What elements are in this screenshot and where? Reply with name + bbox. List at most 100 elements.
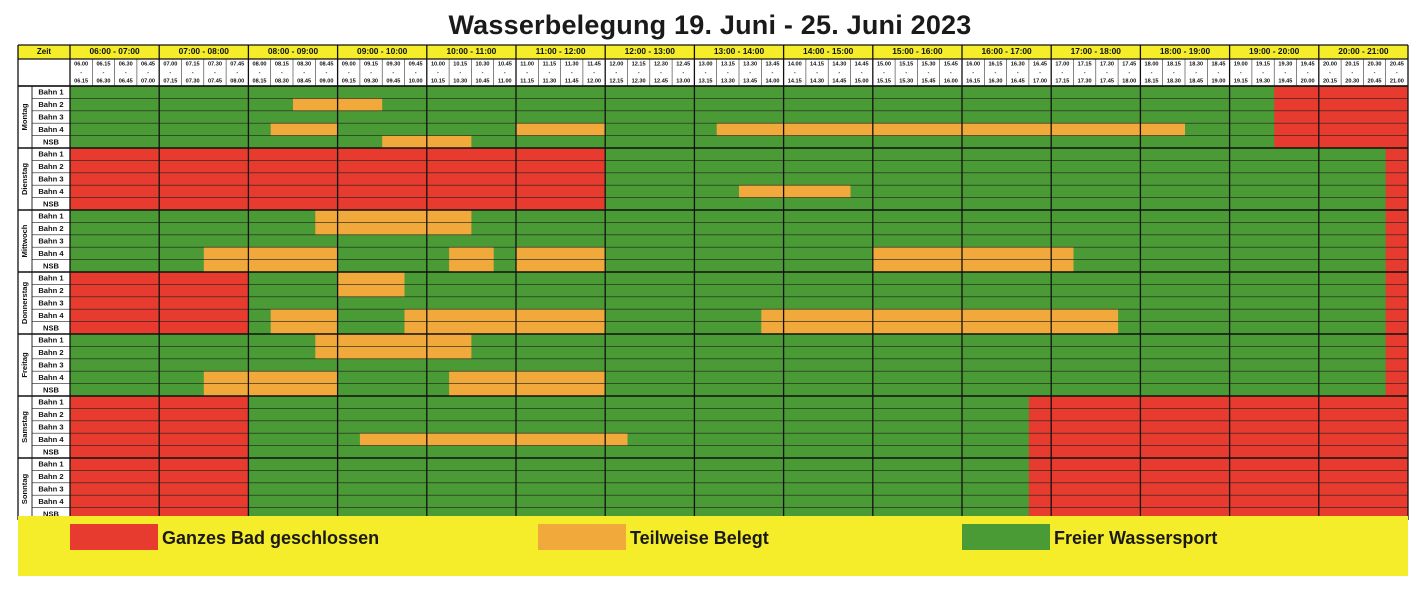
legend-swatch-partial (538, 524, 626, 550)
slot-start-label: 11.15 (543, 61, 557, 67)
slot-dash: - (1106, 70, 1108, 76)
slot-dash: - (192, 70, 194, 76)
status-block-partial (203, 371, 338, 384)
slot-end-label: 13.15 (699, 78, 713, 84)
day-label: Samstag (20, 411, 29, 443)
slot-end-label: 17.15 (1055, 78, 1069, 84)
status-block-partial (449, 259, 494, 272)
lane-label: Bahn 2 (38, 472, 63, 481)
status-block-partial (739, 185, 851, 198)
slot-start-label: 19.30 (1278, 61, 1292, 67)
lane-label: Bahn 4 (38, 435, 64, 444)
slot-start-label: 10.30 (476, 61, 490, 67)
slot-dash: - (705, 70, 707, 76)
slot-start-label: 10.15 (453, 61, 467, 67)
slot-end-label: 10.00 (409, 78, 423, 84)
slot-end-label: 11.30 (543, 78, 557, 84)
day-label: Donnerstag (20, 282, 29, 325)
slot-end-label: 15.15 (877, 78, 891, 84)
slot-end-label: 21.00 (1390, 78, 1404, 84)
slot-dash: - (615, 70, 617, 76)
slot-start-label: 18.30 (1189, 61, 1203, 67)
slot-dash: - (1307, 70, 1309, 76)
status-block-partial (449, 247, 494, 260)
status-block-closed (1385, 148, 1408, 210)
slot-end-label: 08.00 (230, 78, 244, 84)
slot-dash: - (103, 70, 105, 76)
slot-start-label: 11.00 (520, 61, 534, 67)
lane-label: Bahn 4 (38, 249, 64, 258)
status-block-closed (1274, 86, 1408, 148)
status-block-partial (315, 334, 472, 347)
hour-label: 20:00 - 21:00 (1338, 46, 1389, 56)
slot-dash: - (125, 70, 127, 76)
slot-end-label: 11.45 (565, 78, 579, 84)
status-block-partial (315, 222, 472, 235)
slot-dash: - (236, 70, 238, 76)
free-area (70, 86, 1408, 148)
status-block-partial (516, 247, 606, 260)
status-block-partial (872, 259, 1074, 272)
slot-start-label: 12.30 (654, 61, 668, 67)
slot-start-label: 06.45 (141, 61, 155, 67)
status-block-partial (203, 247, 338, 260)
day-label: Dienstag (20, 163, 29, 195)
slot-dash: - (1284, 70, 1286, 76)
slot-end-label: 14.30 (810, 78, 824, 84)
slot-end-label: 10.15 (431, 78, 445, 84)
slot-dash: - (1017, 70, 1019, 76)
legend (18, 516, 1408, 576)
lane-label: Bahn 4 (38, 497, 64, 506)
slot-end-label: 17.45 (1100, 78, 1114, 84)
slot-start-label: 17.30 (1100, 61, 1114, 67)
slot-start-label: 20.30 (1368, 61, 1382, 67)
slot-start-label: 16.15 (988, 61, 1002, 67)
slot-end-label: 20.45 (1368, 78, 1382, 84)
slot-start-label: 10.00 (431, 61, 445, 67)
slot-start-label: 20.45 (1390, 61, 1404, 67)
lane-label: Bahn 3 (38, 299, 63, 308)
slot-start-label: 08.00 (253, 61, 267, 67)
lane-label: Bahn 4 (38, 373, 64, 382)
slot-start-label: 12.00 (609, 61, 623, 67)
hour-label: 18:00 - 19:00 (1160, 46, 1211, 56)
slot-dash: - (214, 70, 216, 76)
lane-label: NSB (43, 447, 60, 456)
day-label: Mittwoch (20, 224, 29, 257)
lane-label: Bahn 4 (38, 187, 64, 196)
slot-dash: - (571, 70, 573, 76)
slot-end-label: 15.45 (922, 78, 936, 84)
day-label: Sonntag (20, 473, 29, 504)
slot-start-label: 12.15 (632, 61, 646, 67)
slot-dash: - (1084, 70, 1086, 76)
slot-dash: - (883, 70, 885, 76)
slot-end-label: 07.15 (163, 78, 177, 84)
slot-start-label: 16.00 (966, 61, 980, 67)
slot-dash: - (1351, 70, 1353, 76)
slot-start-label: 18.15 (1167, 61, 1181, 67)
slot-dash: - (370, 70, 372, 76)
status-block-partial (337, 284, 405, 297)
zeit-label: Zeit (37, 47, 52, 56)
slot-dash: - (1039, 70, 1041, 76)
slot-dash: - (727, 70, 729, 76)
slot-end-label: 07.00 (141, 78, 155, 84)
slot-end-label: 11.00 (498, 78, 512, 84)
slot-end-label: 13.45 (743, 78, 757, 84)
slot-start-label: 08.30 (297, 61, 311, 67)
hour-label: 14:00 - 15:00 (803, 46, 854, 56)
slot-dash: - (1262, 70, 1264, 76)
slot-dash: - (169, 70, 171, 76)
status-block-partial (449, 383, 606, 396)
slot-dash: - (660, 70, 662, 76)
slot-dash: - (281, 70, 283, 76)
slot-start-label: 15.15 (899, 61, 913, 67)
slot-start-label: 07.15 (186, 61, 200, 67)
slot-dash: - (972, 70, 974, 76)
slot-start-label: 14.15 (810, 61, 824, 67)
slot-end-label: 09.45 (386, 78, 400, 84)
lane-label: Bahn 3 (38, 113, 63, 122)
lane-label: NSB (43, 137, 60, 146)
slot-end-label: 12.00 (587, 78, 601, 84)
